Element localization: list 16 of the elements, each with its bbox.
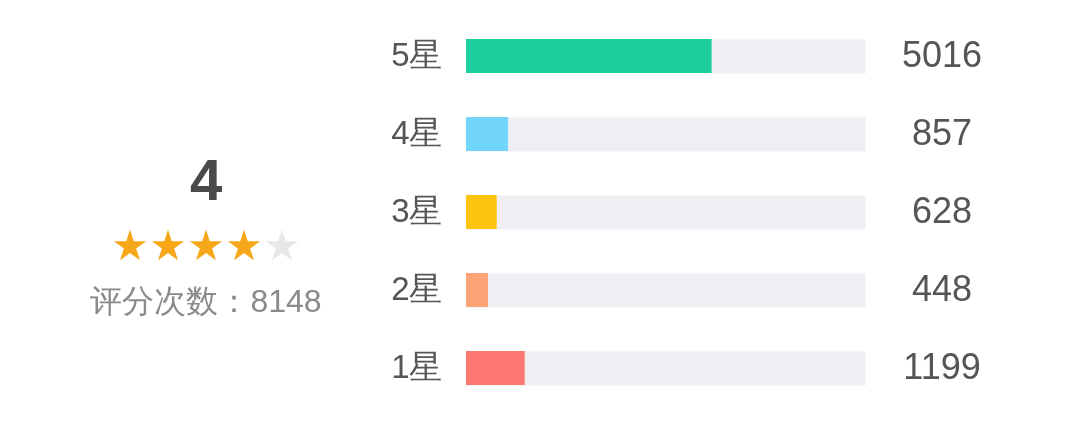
text: 评分次数：8148 — [90, 283, 322, 319]
y-tick-label: 3星 — [391, 192, 443, 229]
bar — [466, 351, 525, 385]
data-label: 857 — [911, 112, 973, 153]
bar — [466, 117, 508, 151]
y-tick-label: 2星 — [391, 270, 443, 307]
y-tick-label: 1星 — [391, 348, 443, 385]
bar — [466, 273, 488, 307]
y-tick-label: 5星 — [391, 36, 443, 73]
data-label: 5016 — [901, 34, 983, 75]
y-tick-label: 4星 — [391, 114, 443, 151]
data-label: 4 — [189, 147, 223, 212]
bar — [466, 195, 497, 229]
data-label: 1199 — [903, 346, 981, 387]
data-label: 628 — [911, 190, 973, 231]
data-label: 448 — [911, 268, 973, 309]
